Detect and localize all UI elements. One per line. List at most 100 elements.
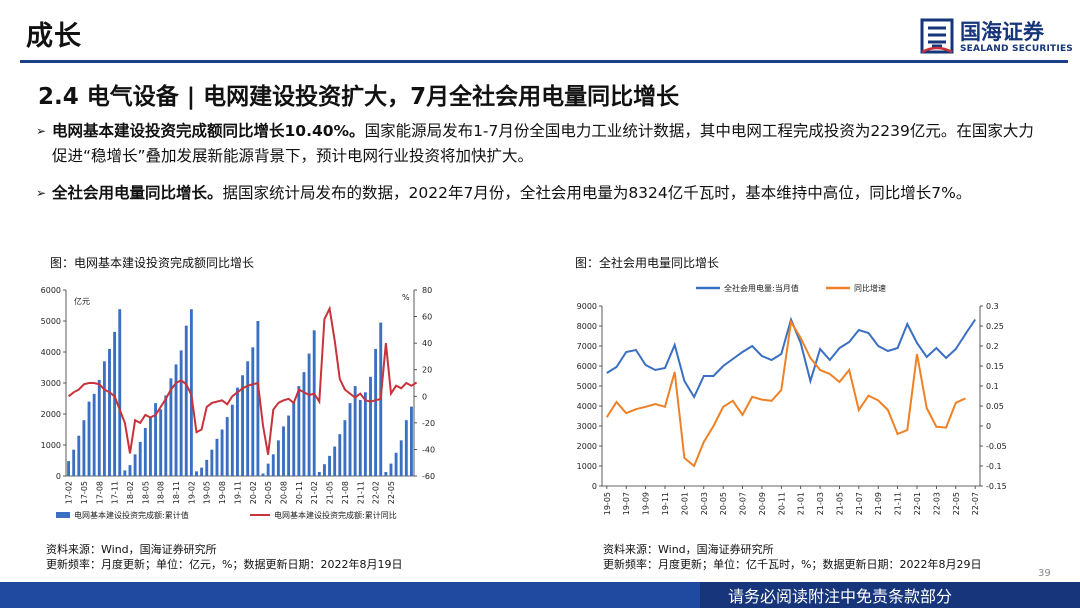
bar [77,435,81,476]
x-tick-label: 18-08 [157,481,166,504]
bar [251,347,255,476]
bar [82,420,86,476]
y-left-tick-label: 1000 [577,462,597,471]
y-left-tick-label: 3000 [41,379,61,388]
legend-bar-swatch [56,512,70,518]
bar [333,446,337,476]
bar [328,455,331,476]
bar [205,459,209,476]
x-tick-label: 20-11 [295,481,304,504]
x-tick-label: 21-03 [816,492,825,515]
y-right-tick-label: 0.25 [986,322,1004,331]
bar [363,392,367,476]
bullet-arrow-icon: ➢ [36,186,47,200]
y-left-tick-label: 3000 [577,422,597,431]
figure-2-update: 更新频率：月度更新；单位：亿千瓦时，%；数据更新日期：2022年8月29日 [603,558,982,571]
bar [343,420,347,476]
x-tick-label: 20-07 [739,492,748,515]
bar [266,463,270,476]
x-tick-label: 19-05 [603,492,612,515]
yoy-line [67,305,418,455]
bar [384,471,388,476]
y-right-tick-label: 0.1 [986,382,999,391]
bar [297,386,301,476]
footer-accent [0,582,700,608]
x-tick-label: 20-08 [280,481,289,504]
bar [271,454,275,476]
figure-2-title: 图：全社会用电量同比增长 [575,256,720,270]
x-tick-label: 19-11 [661,492,670,515]
bar [97,379,101,476]
y-left-tick-label: 7000 [577,342,597,351]
legend-growth-label: 同比增速 [854,283,886,293]
bar [246,361,250,476]
x-tick-label: 19-09 [642,492,651,515]
bar [200,467,204,476]
x-tick-label: 22-07 [971,492,980,515]
bar [287,415,291,476]
x-tick-label: 21-05 [836,492,845,515]
x-tick-label: 18-02 [126,481,135,504]
bar [302,372,306,476]
x-tick-label: 22-05 [952,492,961,515]
bar [410,406,413,476]
bar [108,348,111,476]
x-tick-label: 19-05 [203,481,212,504]
bar [133,454,137,476]
y-right-tick-label: 20 [422,366,432,375]
disclaimer-text: 请务必阅读附注中免责条款部分 [728,587,953,606]
bar [353,386,357,476]
yoy-growth-line [605,319,966,468]
logo-english-text: SEALAND SECURITIES [960,44,1073,54]
x-tick-label: 22-01 [913,492,922,515]
x-tick-label: 20-05 [264,481,273,504]
x-tick-label: 22-02 [372,481,381,504]
bar [154,403,157,476]
bar [292,401,296,476]
figure-2-source: 资料来源：Wind，国海证券研究所 [603,543,774,556]
y-left-tick-label: 1000 [41,441,61,450]
grid-investment-chart: 0 1000 2000 3000 4000 5000 6000 -60 -40 -20 0 20 40 6… [41,286,435,520]
bar [138,441,142,476]
x-tick-label: 19-11 [233,481,242,504]
bar [256,321,260,476]
bar [307,353,311,476]
bar [312,330,316,476]
x-tick-label: 20-03 [700,492,709,515]
section-title: 成长 [26,21,82,52]
bar [374,348,378,476]
y-left-tick-label: 6000 [41,286,61,295]
y-left-tick-label: 6000 [577,362,597,371]
bar [369,376,372,476]
bullet-text: 全社会用电量同比增长。据国家统计局发布的数据，2022年7月份，全社会用电量为8… [52,181,1036,206]
y-right-tick-label: 0.3 [986,302,999,311]
y-left-tick-label: 2000 [41,410,61,419]
x-tick-label: 20-01 [680,492,689,515]
brand-logo: 国海证券 SEALAND SECURITIES [920,18,1073,60]
bar [215,438,219,476]
x-tick-label: 19-08 [218,481,227,504]
bullet-arrow-icon: ➢ [36,124,47,138]
bar [210,449,214,476]
page-number: 39 [1038,568,1051,579]
bar [338,434,342,476]
x-tick-label: 17-02 [65,481,74,504]
y-left-tick-label: 0 [592,482,597,491]
bar [399,440,403,476]
x-tick-label: 21-11 [356,481,365,504]
logo-chinese-text: 国海证券 [960,20,1044,44]
bullet-body: 国家能源局发布1-7月份全国电力工业统计数据，其中电网工程完成投资为2239亿元… [52,122,1034,165]
figure-1-title: 图：电网基本建设投资完成额同比增长 [50,256,255,270]
x-tick-label: 20-11 [777,492,786,515]
bar [118,309,122,476]
monthly-consumption-line [606,316,977,400]
y-right-tick-label: -0.1 [986,462,1002,471]
bullet-bold: 全社会用电量同比增长。 [52,184,223,202]
left-unit-label: 亿元 [74,296,90,306]
bullet-1: ➢ 电网基本建设投资完成额同比增长10.40%。国家能源局发布1-7月份全国电力… [36,119,1036,169]
x-tick-label: 21-07 [855,492,864,515]
bar [220,429,224,476]
y-right-tick-label: -40 [422,445,435,454]
y-left-tick-label: 9000 [577,302,597,311]
y-right-tick-label: 80 [422,286,432,295]
